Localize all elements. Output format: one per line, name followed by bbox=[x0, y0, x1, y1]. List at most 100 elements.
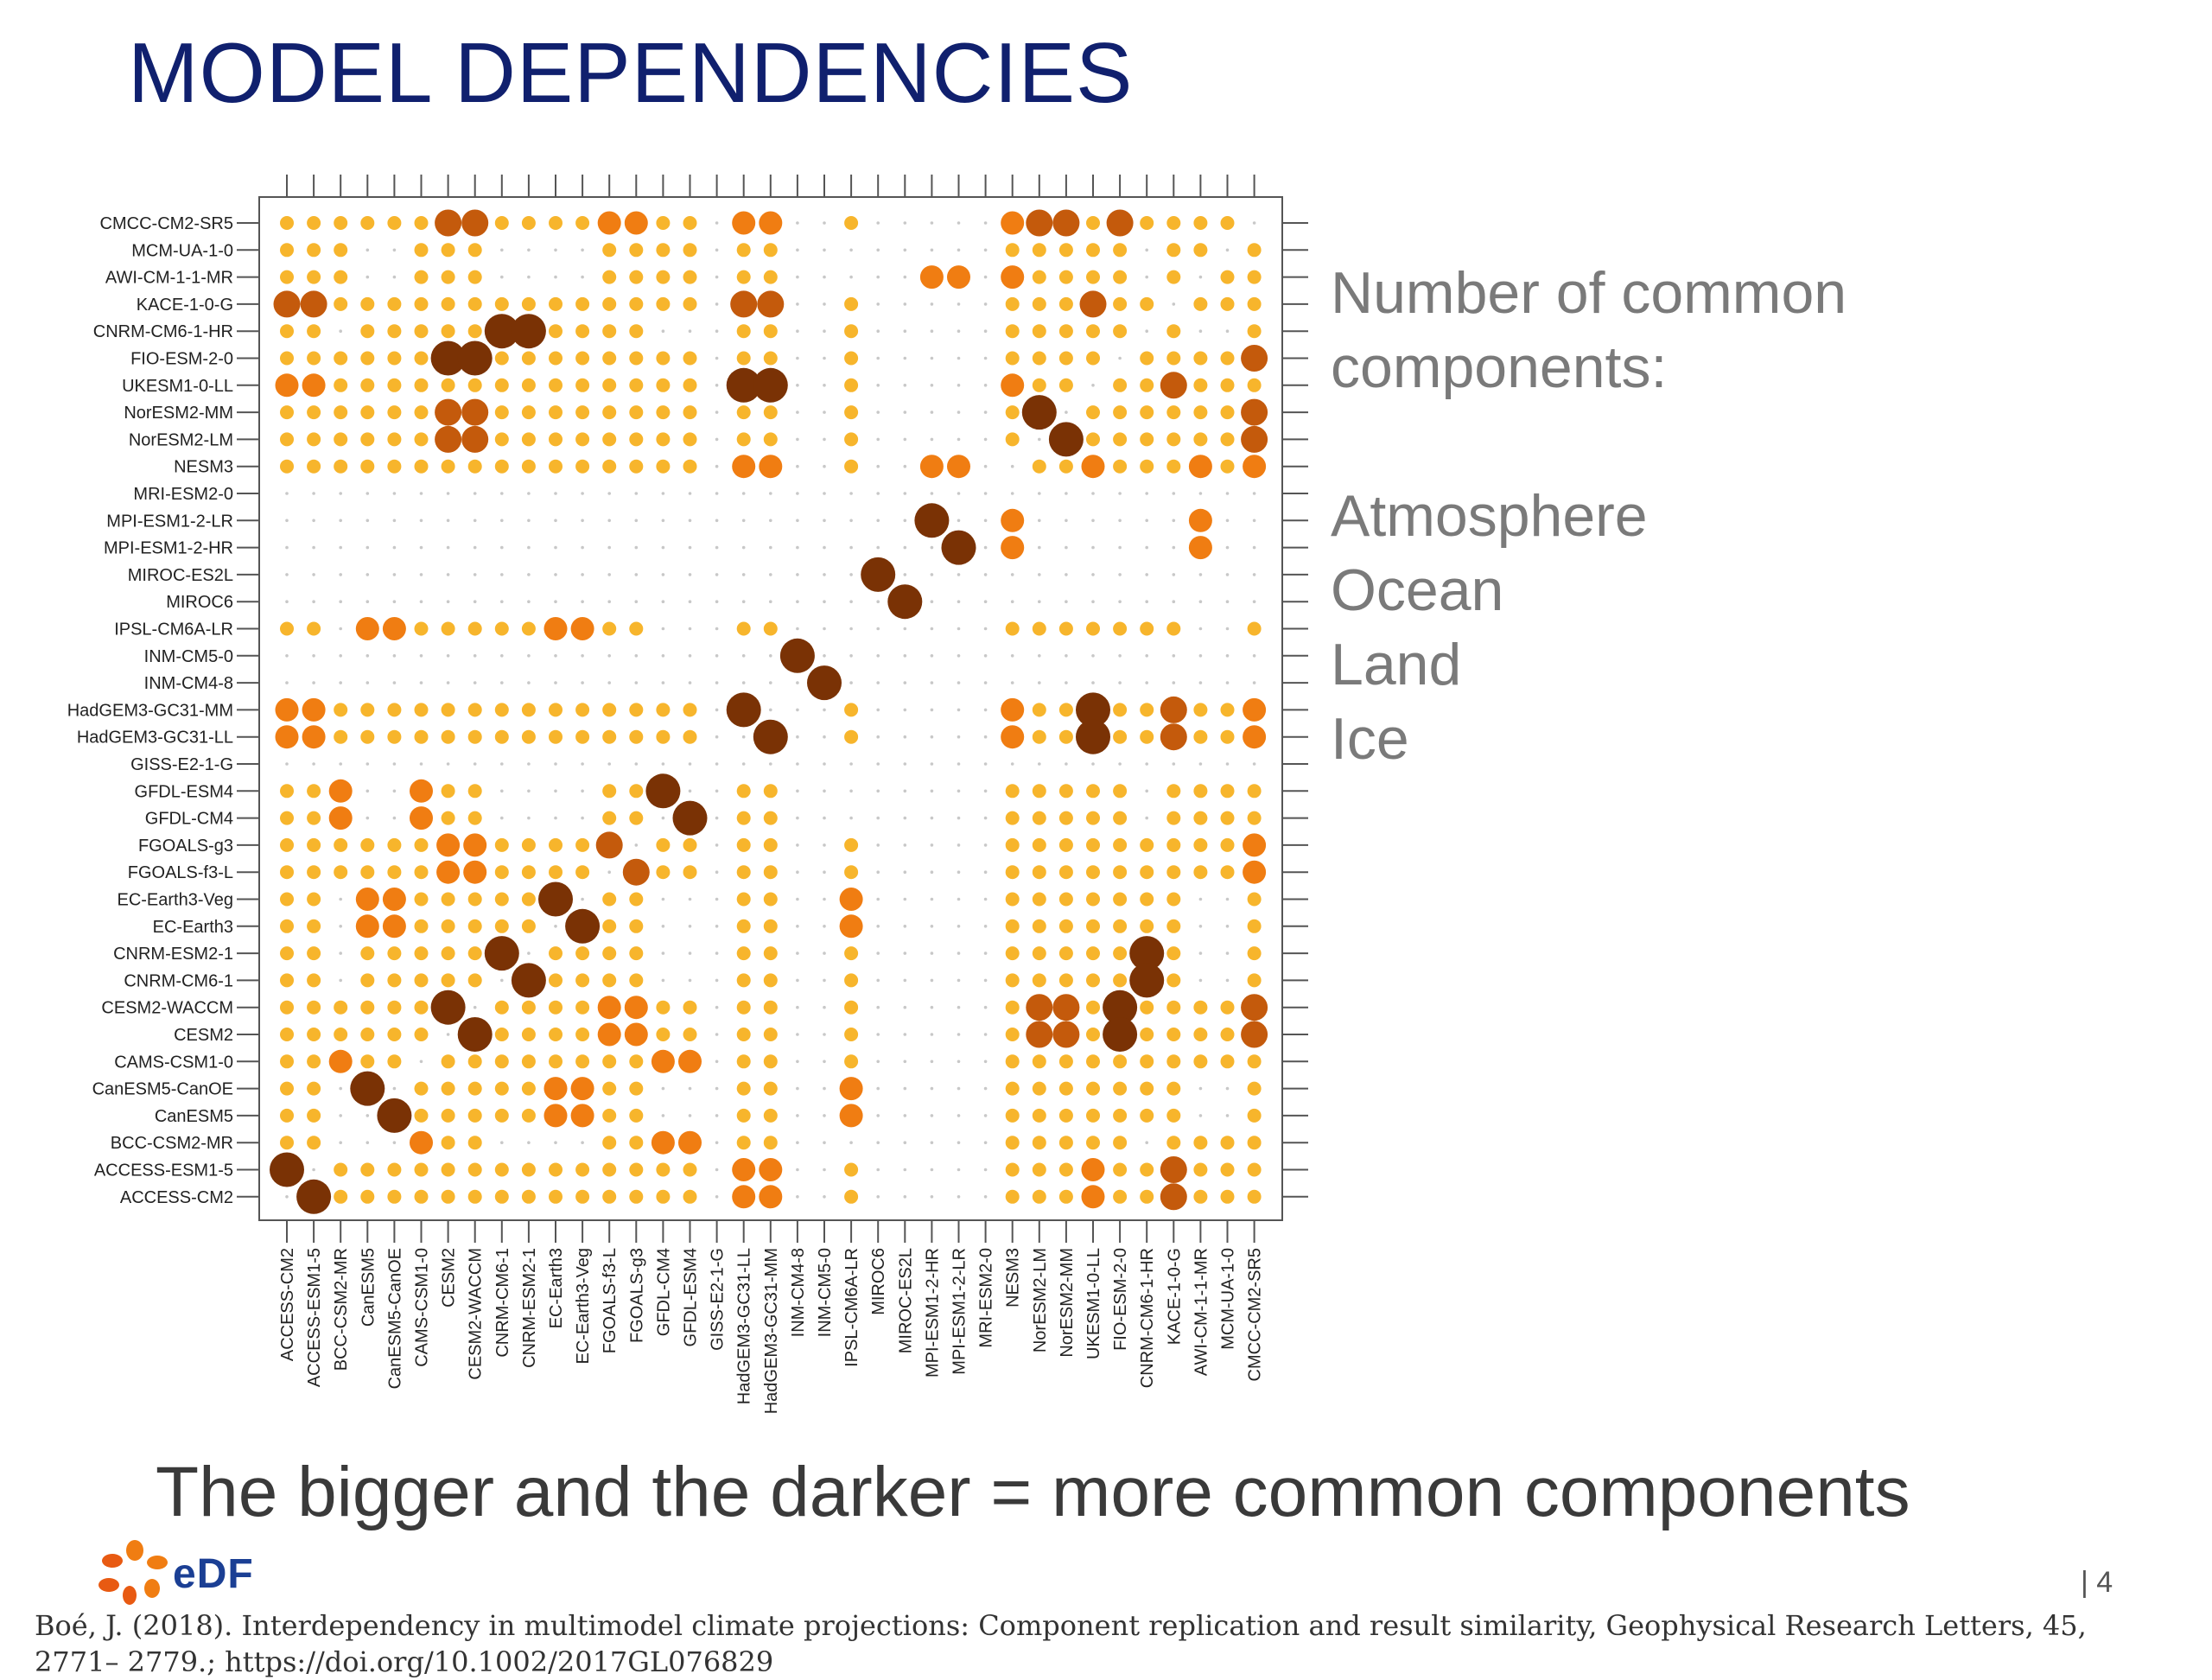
grid-dot bbox=[661, 329, 665, 334]
bubble-1-components bbox=[1220, 216, 1235, 230]
grid-dot bbox=[876, 1195, 880, 1199]
bubble-1-components bbox=[602, 1162, 617, 1177]
bubble-1-components bbox=[629, 919, 644, 933]
grid-dot bbox=[1172, 573, 1176, 576]
grid-dot bbox=[930, 600, 934, 603]
grid-dot bbox=[1172, 654, 1176, 658]
grid-dot bbox=[823, 302, 826, 306]
bubble-1-components bbox=[414, 378, 429, 392]
bubble-2-components bbox=[732, 1185, 756, 1209]
column-label: IPSL-CM6A-LR bbox=[842, 1248, 861, 1367]
bubble-1-components bbox=[360, 837, 375, 852]
grid-dot bbox=[796, 329, 799, 334]
grid-dot bbox=[554, 925, 557, 928]
bubble-1-components bbox=[549, 296, 563, 311]
grid-dot bbox=[1065, 600, 1068, 603]
grid-dot bbox=[876, 1086, 880, 1091]
grid-dot bbox=[796, 410, 799, 414]
bubble-1-components bbox=[307, 621, 321, 636]
grid-dot bbox=[1038, 681, 1041, 684]
grid-dot bbox=[715, 870, 719, 874]
bubble-1-components bbox=[629, 703, 644, 717]
bubble-1-components bbox=[280, 621, 294, 636]
grid-dot bbox=[581, 681, 584, 684]
bubble-1-components bbox=[414, 729, 429, 744]
bubble-3-components bbox=[1052, 209, 1080, 237]
bubble-1-components bbox=[575, 1189, 590, 1204]
grid-dot bbox=[285, 492, 289, 495]
bubble-1-components bbox=[1032, 324, 1046, 339]
bubble-1-components bbox=[1005, 351, 1020, 366]
grid-dot bbox=[715, 1114, 719, 1117]
bubble-1-components bbox=[602, 729, 617, 744]
bubble-1-components bbox=[1005, 973, 1020, 988]
grid-dot bbox=[446, 762, 450, 766]
grid-dot bbox=[339, 329, 343, 334]
grid-dot bbox=[876, 816, 880, 820]
bubble-1-components bbox=[521, 1000, 536, 1015]
bubble-1-components bbox=[1032, 837, 1046, 852]
grid-dot bbox=[581, 816, 584, 820]
bubble-1-components bbox=[575, 459, 590, 474]
grid-dot bbox=[715, 248, 719, 252]
bubble-1-components bbox=[549, 432, 563, 447]
grid-dot bbox=[285, 600, 289, 603]
bubble-1-components bbox=[494, 729, 509, 744]
grid-dot bbox=[876, 221, 880, 225]
bubble-1-components bbox=[683, 1000, 697, 1015]
grid-dot bbox=[392, 492, 397, 495]
bubble-2-components bbox=[759, 211, 783, 235]
bubble-1-components bbox=[280, 784, 294, 799]
grid-dot bbox=[392, 762, 397, 766]
grid-dot bbox=[1091, 545, 1095, 550]
bubble-1-components bbox=[387, 324, 402, 339]
bubble-1-components bbox=[683, 1162, 697, 1177]
bubble-1-components bbox=[521, 351, 536, 366]
grid-dot bbox=[823, 978, 826, 983]
grid-dot bbox=[849, 275, 853, 279]
grid-dot bbox=[903, 302, 907, 306]
bubble-1-components bbox=[1032, 919, 1046, 933]
grid-dot bbox=[661, 816, 665, 820]
edf-logo-mark-icon bbox=[99, 1540, 168, 1605]
bubble-2-components bbox=[275, 697, 299, 722]
grid-dot bbox=[741, 600, 746, 603]
grid-dot bbox=[365, 654, 370, 658]
grid-dot bbox=[876, 708, 880, 712]
bubble-1-components bbox=[736, 1108, 751, 1123]
grid-dot bbox=[1091, 654, 1095, 658]
bubble-1-components bbox=[1220, 837, 1235, 852]
legend-item-atmosphere: Atmosphere bbox=[1331, 483, 1648, 549]
bubble-1-components bbox=[736, 811, 751, 825]
grid-dot bbox=[1118, 654, 1122, 658]
grid-dot bbox=[365, 519, 370, 523]
grid-dot bbox=[903, 735, 907, 739]
bubble-1-components bbox=[575, 865, 590, 880]
grid-dot bbox=[796, 437, 799, 442]
grid-dot bbox=[1252, 762, 1256, 766]
grid-dot bbox=[634, 492, 639, 495]
row-label: CanESM5 bbox=[155, 1107, 233, 1126]
grid-dot bbox=[1198, 275, 1203, 279]
grid-dot bbox=[1198, 600, 1203, 603]
bubble-1-components bbox=[414, 1189, 429, 1204]
bubble-1-components bbox=[1140, 1189, 1154, 1204]
bubble-1-components bbox=[280, 1108, 294, 1123]
bubble-4-components bbox=[377, 1098, 412, 1133]
bubble-2-components bbox=[382, 914, 406, 939]
bubble-1-components bbox=[441, 1108, 455, 1123]
bubble-1-components bbox=[1166, 973, 1181, 988]
grid-dot bbox=[957, 816, 961, 820]
bubble-4-components bbox=[645, 773, 681, 809]
grid-dot bbox=[715, 545, 719, 550]
grid-dot bbox=[876, 1114, 880, 1117]
bubble-1-components bbox=[1086, 1054, 1100, 1069]
bubble-1-components bbox=[414, 892, 429, 907]
grid-dot bbox=[823, 410, 826, 414]
grid-dot bbox=[823, 356, 826, 360]
grid-dot bbox=[876, 384, 880, 387]
grid-dot bbox=[473, 492, 477, 495]
bubble-1-components bbox=[1005, 243, 1020, 258]
grid-dot bbox=[688, 1114, 692, 1117]
bubble-4-components bbox=[726, 692, 761, 728]
